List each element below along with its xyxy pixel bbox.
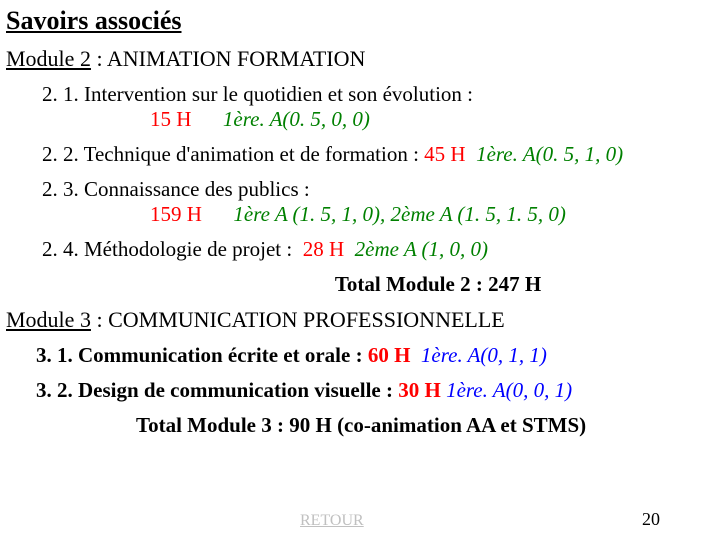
item-2-3-text: Connaissance des publics : [84,177,310,201]
module-2-sep: : [91,46,107,71]
item-3-1-hours: 60 H [368,343,411,367]
item-2-3-hours: 159 H [150,202,202,226]
item-2-2-text: Technique d'animation et de formation : [84,142,425,166]
item-2-4-code: 2ème A (1, 0, 0) [355,237,488,261]
module-2-label: Module 2 [6,46,91,71]
module-2-total: Total Module 2 : 247 H [6,272,710,297]
module-3-total: Total Module 3 : 90 H (co-animation AA e… [6,413,710,438]
item-2-4: 2. 4. Méthodologie de projet : 28 H 2ème… [42,237,710,262]
item-2-1-code: 1ère. A(0. 5, 0, 0) [223,107,370,131]
item-3-2-code: 1ère. A(0, 0, 1) [446,378,572,402]
retour-link[interactable]: RETOUR [300,512,364,530]
item-2-4-text: Méthodologie de projet : [84,237,297,261]
module-3-name: COMMUNICATION PROFESSIONNELLE [108,307,505,332]
item-3-1-num: 3. 1. [36,343,78,367]
item-2-3-code: 1ère A (1. 5, 1, 0), 2ème A (1. 5, 1. 5,… [233,202,565,226]
module-3-heading: Module 3 : COMMUNICATION PROFESSIONNELLE [6,307,710,333]
item-2-1-text: Intervention sur le quotidien et son évo… [84,82,473,106]
item-2-4-num: 2. 4. [42,237,84,261]
item-3-1: 3. 1. Communication écrite et orale : 60… [36,343,710,368]
item-2-2-num: 2. 2. [42,142,84,166]
module-3-label: Module 3 [6,307,91,332]
item-3-2-text: Design de communication visuelle : [78,378,398,402]
item-3-2-num: 3. 2. [36,378,78,402]
item-2-3-num: 2. 3. [42,177,84,201]
item-2-2: 2. 2. Technique d'animation et de format… [42,142,710,167]
item-2-4-hours: 28 H [303,237,344,261]
module-3-sep: : [91,307,108,332]
item-2-2-code: 1ère. A(0. 5, 1, 0) [476,142,623,166]
page-title: Savoirs associés [6,6,710,36]
item-2-2-hours: 45 H [424,142,465,166]
item-3-1-text: Communication écrite et orale : [78,343,368,367]
page-number: 20 [642,509,660,530]
item-2-1-num: 2. 1. [42,82,84,106]
item-2-1: 2. 1. Intervention sur le quotidien et s… [42,82,710,132]
item-3-2-hours: 30 H [398,378,441,402]
item-3-2: 3. 2. Design de communication visuelle :… [36,378,710,403]
item-2-1-hours: 15 H [150,107,191,131]
item-2-3: 2. 3. Connaissance des publics : 159 H 1… [42,177,710,227]
item-3-1-code: 1ère. A(0, 1, 1) [421,343,547,367]
module-2-heading: Module 2 : ANIMATION FORMATION [6,46,710,72]
module-2-name: ANIMATION FORMATION [107,46,366,71]
